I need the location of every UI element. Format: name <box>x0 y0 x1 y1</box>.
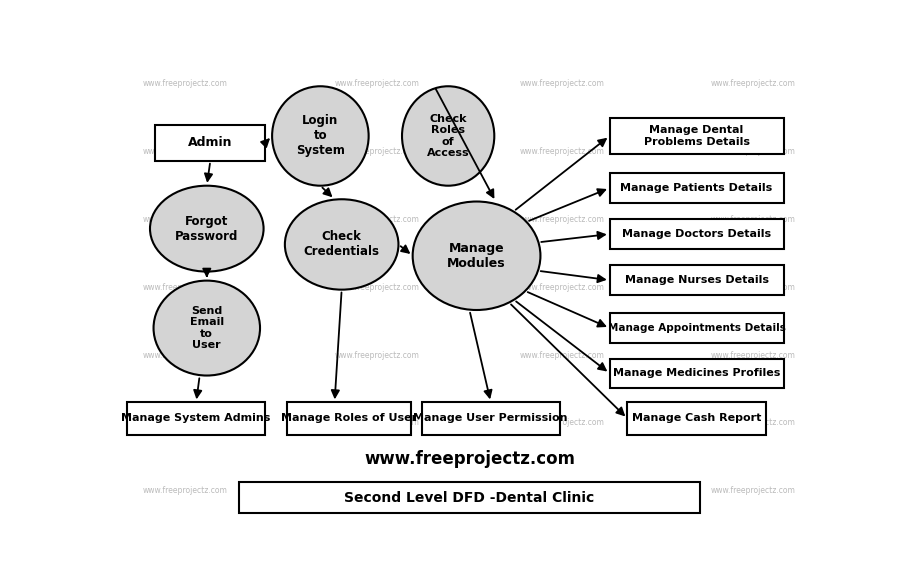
FancyBboxPatch shape <box>610 220 783 249</box>
Text: Manage System Admins: Manage System Admins <box>122 413 271 423</box>
Text: Manage Cash Report: Manage Cash Report <box>632 413 761 423</box>
Text: www.freeprojectz.com: www.freeprojectz.com <box>334 79 420 89</box>
Text: www.freeprojectz.com: www.freeprojectz.com <box>364 450 575 468</box>
Text: www.freeprojectz.com: www.freeprojectz.com <box>519 350 605 360</box>
Text: www.freeprojectz.com: www.freeprojectz.com <box>143 79 228 89</box>
Ellipse shape <box>412 201 540 310</box>
Text: www.freeprojectz.com: www.freeprojectz.com <box>143 419 228 427</box>
Text: www.freeprojectz.com: www.freeprojectz.com <box>143 147 228 156</box>
Text: www.freeprojectz.com: www.freeprojectz.com <box>711 283 796 292</box>
Ellipse shape <box>272 86 368 185</box>
Text: Admin: Admin <box>188 136 233 149</box>
Text: Check
Roles
of
Access: Check Roles of Access <box>427 113 470 158</box>
Ellipse shape <box>150 185 264 272</box>
FancyBboxPatch shape <box>127 402 266 435</box>
Text: www.freeprojectz.com: www.freeprojectz.com <box>711 486 796 495</box>
FancyBboxPatch shape <box>610 359 783 388</box>
Text: www.freeprojectz.com: www.freeprojectz.com <box>519 147 605 156</box>
Text: www.freeprojectz.com: www.freeprojectz.com <box>711 147 796 156</box>
Text: www.freeprojectz.com: www.freeprojectz.com <box>143 486 228 495</box>
Text: Manage Patients Details: Manage Patients Details <box>620 183 773 193</box>
Text: www.freeprojectz.com: www.freeprojectz.com <box>519 79 605 89</box>
Text: www.freeprojectz.com: www.freeprojectz.com <box>334 350 420 360</box>
FancyBboxPatch shape <box>156 124 266 161</box>
Text: Manage User Permission: Manage User Permission <box>413 413 568 423</box>
FancyBboxPatch shape <box>610 265 783 295</box>
FancyBboxPatch shape <box>287 402 411 435</box>
Text: Manage Nurses Details: Manage Nurses Details <box>625 275 769 285</box>
Text: www.freeprojectz.com: www.freeprojectz.com <box>711 79 796 89</box>
Text: Manage Medicines Profiles: Manage Medicines Profiles <box>613 368 780 378</box>
FancyBboxPatch shape <box>627 402 766 435</box>
Text: www.freeprojectz.com: www.freeprojectz.com <box>711 350 796 360</box>
Text: www.freeprojectz.com: www.freeprojectz.com <box>519 486 605 495</box>
Text: www.freeprojectz.com: www.freeprojectz.com <box>143 350 228 360</box>
Text: www.freeprojectz.com: www.freeprojectz.com <box>143 215 228 224</box>
Text: Second Level DFD -Dental Clinic: Second Level DFD -Dental Clinic <box>344 491 594 505</box>
FancyBboxPatch shape <box>421 402 560 435</box>
Text: Manage Dental
Problems Details: Manage Dental Problems Details <box>644 125 749 147</box>
Text: Manage Appointments Details: Manage Appointments Details <box>607 323 786 333</box>
Text: www.freeprojectz.com: www.freeprojectz.com <box>711 215 796 224</box>
Text: Manage Doctors Details: Manage Doctors Details <box>622 229 771 239</box>
Text: Manage Roles of User: Manage Roles of User <box>280 413 417 423</box>
Text: www.freeprojectz.com: www.freeprojectz.com <box>334 215 420 224</box>
Text: www.freeprojectz.com: www.freeprojectz.com <box>519 283 605 292</box>
Text: www.freeprojectz.com: www.freeprojectz.com <box>334 486 420 495</box>
Text: www.freeprojectz.com: www.freeprojectz.com <box>334 283 420 292</box>
FancyBboxPatch shape <box>610 118 783 154</box>
Text: www.freeprojectz.com: www.freeprojectz.com <box>334 419 420 427</box>
Text: Send
Email
to
User: Send Email to User <box>190 306 224 350</box>
FancyBboxPatch shape <box>239 482 700 514</box>
Ellipse shape <box>285 199 398 289</box>
FancyBboxPatch shape <box>610 313 783 343</box>
Text: www.freeprojectz.com: www.freeprojectz.com <box>711 419 796 427</box>
Ellipse shape <box>154 281 260 376</box>
Text: Login
to
System: Login to System <box>296 114 344 157</box>
Text: www.freeprojectz.com: www.freeprojectz.com <box>334 147 420 156</box>
Ellipse shape <box>402 86 495 185</box>
Text: www.freeprojectz.com: www.freeprojectz.com <box>143 283 228 292</box>
Text: www.freeprojectz.com: www.freeprojectz.com <box>519 419 605 427</box>
Text: www.freeprojectz.com: www.freeprojectz.com <box>519 215 605 224</box>
Text: Forgot
Password: Forgot Password <box>175 215 238 242</box>
Text: Check
Credentials: Check Credentials <box>304 231 379 258</box>
FancyBboxPatch shape <box>610 173 783 203</box>
Text: Manage
Modules: Manage Modules <box>447 242 506 270</box>
